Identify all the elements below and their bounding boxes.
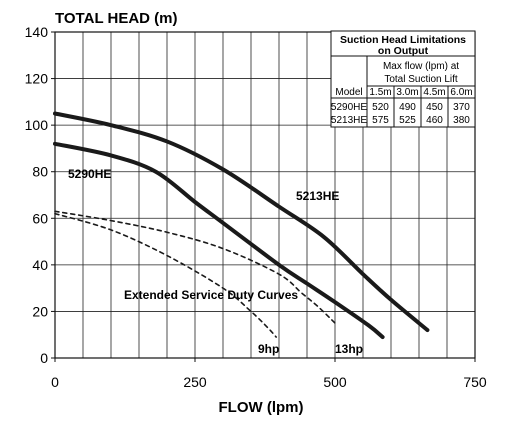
- y-tick-label: 0: [40, 350, 48, 366]
- series-line-5213he: [53, 111, 430, 333]
- x-axis-label: FLOW (lpm): [219, 399, 304, 416]
- curve-labels: 5290HE 5213HE Extended Service Duty Curv…: [68, 167, 363, 356]
- table-title-line1: Suction Head Limitations: [340, 34, 466, 46]
- y-tick-label: 140: [25, 24, 49, 40]
- label-5290he: 5290HE: [68, 167, 111, 181]
- table-row2-v3: 460: [426, 115, 443, 126]
- table-row1-v1: 520: [372, 102, 389, 113]
- table-lift-4: 6.0m: [450, 87, 472, 98]
- series-line-9hp: [54, 212, 277, 338]
- ticks-layer: 0 20 40 60 80 100 120 140 0 250 500 750: [25, 24, 487, 390]
- plot-frame: [54, 31, 476, 359]
- suction-head-table: Suction Head Limitations on Output Max f…: [330, 30, 476, 128]
- x-tick-label: 0: [51, 374, 59, 390]
- label-extended-service: Extended Service Duty Curves: [124, 288, 298, 302]
- table-header-line1: Max flow (lpm) at: [383, 61, 459, 72]
- table-row1-v4: 370: [453, 102, 470, 113]
- table-row2-v1: 575: [372, 115, 389, 126]
- table-model-header: Model: [335, 87, 362, 98]
- y-tick-label: 40: [32, 257, 48, 273]
- chart-title: TOTAL HEAD (m): [55, 10, 178, 27]
- y-tick-label: 120: [25, 71, 49, 87]
- y-tick-label: 20: [32, 303, 48, 319]
- table-row1-v2: 490: [399, 102, 416, 113]
- label-9hp: 9hp: [258, 342, 279, 356]
- x-tick-label: 750: [463, 374, 487, 390]
- table-row1-v3: 450: [426, 102, 443, 113]
- x-tick-label: 250: [183, 374, 207, 390]
- table-row2-v4: 380: [453, 115, 470, 126]
- label-13hp: 13hp: [335, 342, 363, 356]
- table-lift-2: 3.0m: [396, 87, 418, 98]
- label-5213he: 5213HE: [296, 189, 339, 203]
- table-row1-model: 5290HE: [331, 102, 367, 113]
- y-tick-label: 60: [32, 210, 48, 226]
- table-lift-3: 4.5m: [423, 87, 445, 98]
- table-title-line2: on Output: [378, 45, 429, 57]
- series-line-5290he: [53, 141, 385, 340]
- table-row2-model: 5213HE: [331, 115, 367, 126]
- table-lift-1: 1.5m: [369, 87, 391, 98]
- table-row2-v2: 525: [399, 115, 416, 126]
- y-tick-label: 80: [32, 164, 48, 180]
- series-layer: [53, 111, 430, 340]
- series-line-13hp: [54, 210, 336, 324]
- table-header-line2: Total Suction Lift: [384, 74, 458, 85]
- y-tick-label: 100: [25, 117, 49, 133]
- x-tick-label: 500: [323, 374, 347, 390]
